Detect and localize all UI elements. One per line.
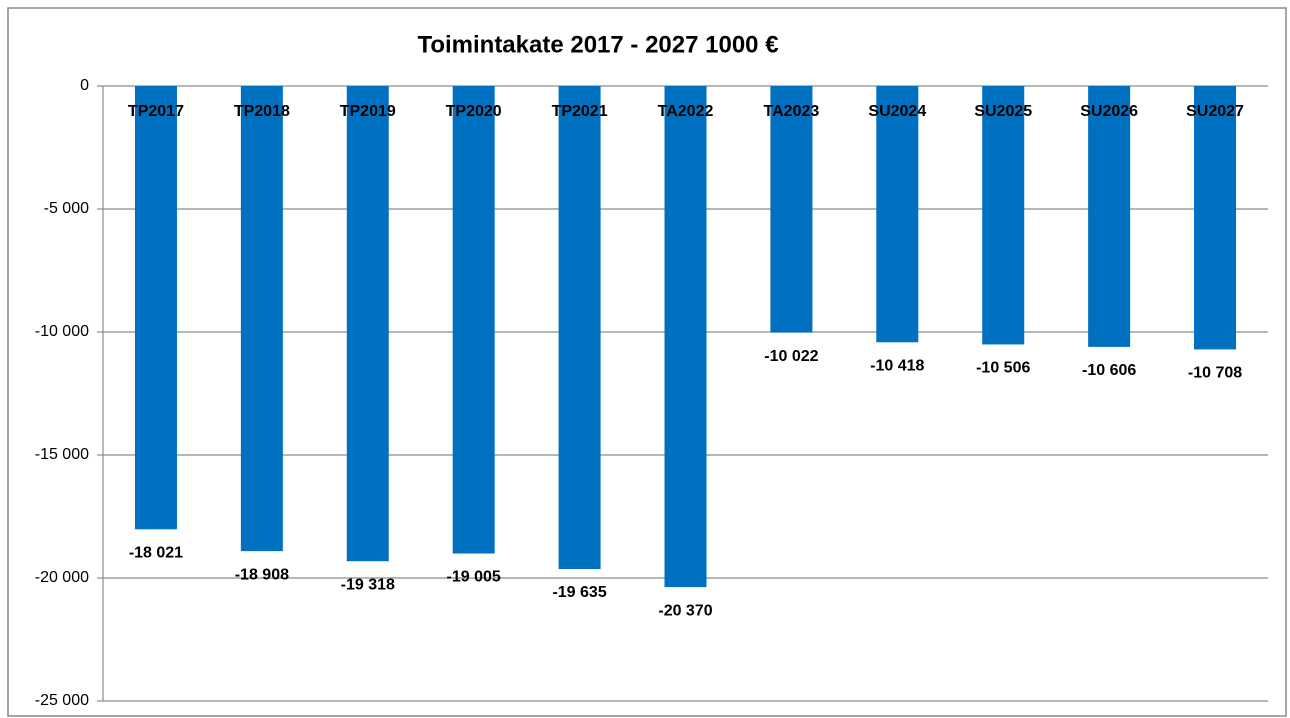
value-label: -18 908 xyxy=(235,566,289,583)
value-label: -20 370 xyxy=(658,602,712,619)
y-tick-label: -10 000 xyxy=(35,323,89,340)
x-tick-label: SU2027 xyxy=(1186,103,1244,120)
bar xyxy=(134,86,177,530)
value-label: -19 635 xyxy=(552,584,606,601)
x-tick-label: TP2019 xyxy=(340,103,396,120)
value-label: -10 418 xyxy=(870,358,924,375)
y-tick-label: -25 000 xyxy=(35,692,89,709)
bar xyxy=(1088,86,1131,347)
y-tick-label: 0 xyxy=(80,77,89,94)
bar xyxy=(876,86,919,343)
bar xyxy=(558,86,601,570)
x-tick-label: TP2017 xyxy=(128,103,184,120)
bar xyxy=(240,86,283,552)
value-label: -10 708 xyxy=(1188,365,1242,382)
value-label: -18 021 xyxy=(129,545,183,562)
chart-frame xyxy=(7,7,1287,717)
value-label: -10 506 xyxy=(976,360,1030,377)
bar xyxy=(982,86,1025,345)
x-tick-label: SU2026 xyxy=(1080,103,1138,120)
value-label: -10 022 xyxy=(764,348,818,365)
x-tick-label: SU2024 xyxy=(868,103,926,120)
bar xyxy=(452,86,495,554)
value-label: -19 318 xyxy=(341,576,395,593)
x-tick-label: TA2022 xyxy=(658,103,714,120)
y-tick-label: -5 000 xyxy=(44,200,89,217)
x-tick-label: TP2018 xyxy=(234,103,290,120)
x-tick-label: TA2023 xyxy=(764,103,820,120)
chart-title: Toimintakate 2017 - 2027 1000 € xyxy=(417,31,778,58)
value-label: -10 606 xyxy=(1082,362,1136,379)
value-label: -19 005 xyxy=(447,569,501,586)
bar xyxy=(770,86,813,333)
x-tick-label: TP2020 xyxy=(446,103,502,120)
y-tick-label: -20 000 xyxy=(35,569,89,586)
x-tick-label: SU2025 xyxy=(974,103,1032,120)
bar xyxy=(346,86,389,562)
y-tick-label: -15 000 xyxy=(35,446,89,463)
x-tick-label: TP2021 xyxy=(552,103,608,120)
bar xyxy=(664,86,707,588)
bar xyxy=(1194,86,1237,350)
